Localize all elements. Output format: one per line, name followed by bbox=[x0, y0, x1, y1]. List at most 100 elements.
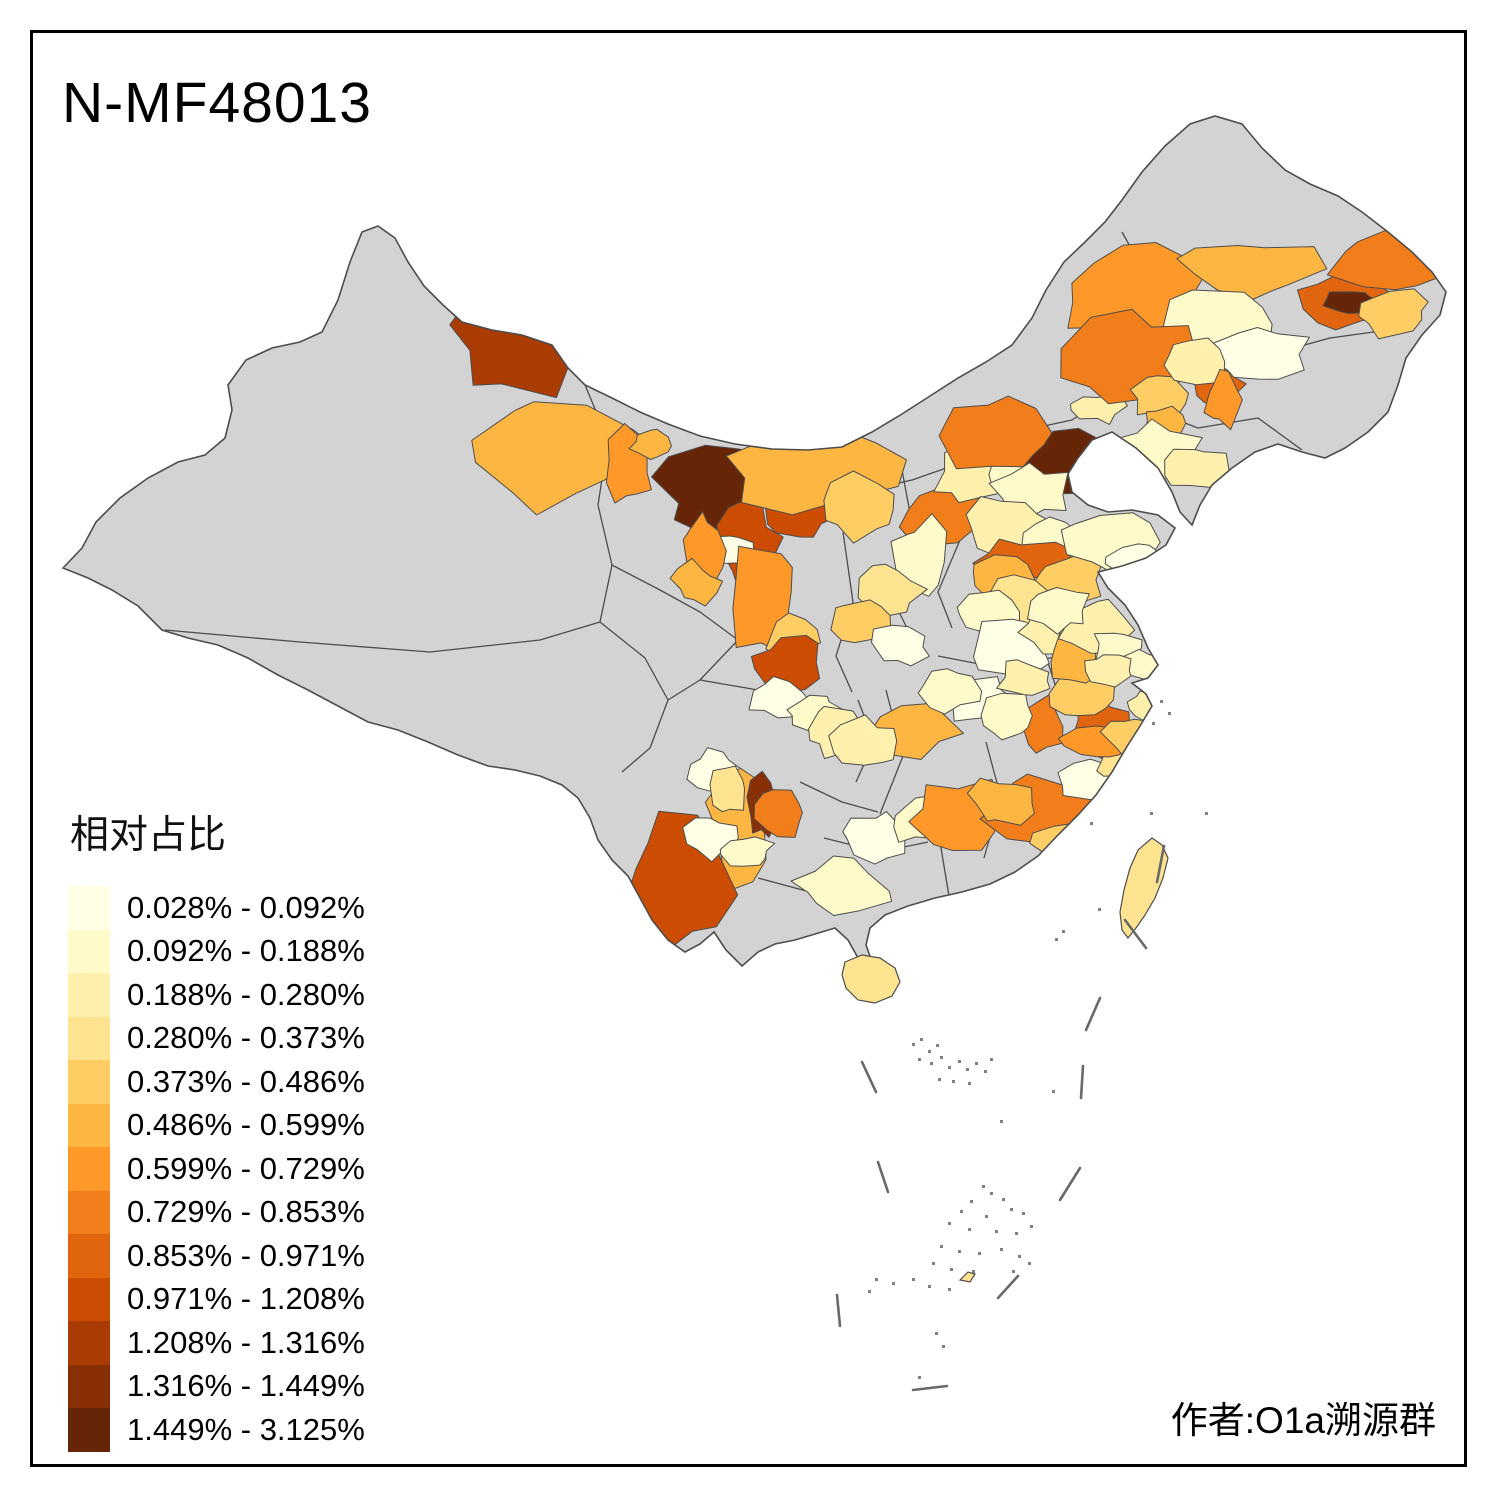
legend: 相对占比 0.028% - 0.092% 0.092% - 0.188% 0.188… bbox=[68, 804, 365, 1452]
legend-row: 1.208% - 1.316% bbox=[68, 1321, 365, 1365]
prefecture-region bbox=[790, 855, 893, 916]
attribution-text: 作者:O1a溯源群 bbox=[1170, 1400, 1436, 1441]
page-title: N-MF48013 bbox=[62, 71, 372, 135]
small-island-dot bbox=[875, 1278, 878, 1281]
small-island-dot bbox=[975, 1062, 978, 1065]
small-island-dot bbox=[935, 1332, 938, 1335]
province-border bbox=[939, 841, 951, 903]
small-island-dot bbox=[1090, 822, 1093, 825]
small-island-dot bbox=[1010, 1208, 1013, 1211]
legend-label: 1.449% - 3.125% bbox=[127, 1411, 365, 1447]
small-island-dot bbox=[1000, 1248, 1003, 1251]
small-island-dot bbox=[960, 1210, 963, 1213]
legend-row: 0.028% - 0.092% bbox=[68, 886, 365, 930]
legend-row: 0.280% - 0.373% bbox=[68, 1016, 365, 1060]
small-island-dot bbox=[1205, 812, 1208, 815]
small-island-dot bbox=[936, 1044, 939, 1047]
small-island-dot bbox=[930, 1062, 933, 1065]
small-island-dot bbox=[1002, 1198, 1005, 1201]
small-island-dot bbox=[948, 1288, 951, 1291]
legend-label: 0.028% - 0.092% bbox=[127, 889, 365, 925]
prefecture-region bbox=[719, 836, 776, 867]
legend-swatch bbox=[68, 886, 110, 930]
small-island-dot bbox=[952, 1080, 955, 1083]
legend-label: 0.280% - 0.373% bbox=[127, 1020, 365, 1056]
small-island-dot bbox=[1030, 1225, 1033, 1228]
small-island-dot bbox=[1055, 938, 1058, 941]
small-island-dot bbox=[918, 1376, 921, 1379]
prefecture-region bbox=[823, 470, 895, 544]
prefecture-region bbox=[628, 428, 672, 460]
small-island-dot bbox=[958, 1060, 961, 1063]
sea-boundary-dash bbox=[1155, 844, 1166, 884]
legend-swatch bbox=[68, 1408, 110, 1452]
province-border bbox=[164, 621, 601, 653]
small-island-dot bbox=[1015, 1232, 1018, 1235]
small-island-dot bbox=[920, 1038, 923, 1041]
small-island-dot bbox=[982, 1185, 985, 1188]
legend-row: 0.486% - 0.599% bbox=[68, 1103, 365, 1147]
small-island-dot bbox=[1098, 908, 1101, 911]
legend-swatch bbox=[68, 1364, 110, 1408]
small-island-dot bbox=[1160, 700, 1163, 703]
legend-label: 0.853% - 0.971% bbox=[127, 1237, 365, 1273]
prefecture-region bbox=[1176, 245, 1328, 301]
legend-row: 0.971% - 1.208% bbox=[68, 1277, 365, 1321]
sea-boundary-dash bbox=[860, 1060, 878, 1094]
legend-swatch bbox=[68, 1277, 110, 1321]
prefecture-region bbox=[669, 557, 724, 607]
prefecture-region bbox=[1164, 448, 1230, 490]
prefecture-region bbox=[917, 668, 983, 715]
legend-row: 1.449% - 3.125% bbox=[68, 1408, 365, 1452]
sea-boundary-dash bbox=[911, 1384, 949, 1392]
legend-swatch bbox=[68, 1234, 110, 1278]
legend-label: 0.729% - 0.853% bbox=[127, 1194, 365, 1230]
prefecture-region bbox=[1084, 654, 1132, 688]
small-island-dot bbox=[942, 1345, 945, 1348]
prefecture-region bbox=[709, 765, 745, 813]
small-island-dot bbox=[1022, 1212, 1025, 1215]
small-island-dot bbox=[928, 1285, 931, 1288]
small-island-dot bbox=[892, 1282, 895, 1285]
prefecture-region bbox=[980, 692, 1033, 741]
small-island-dot bbox=[948, 1066, 951, 1069]
legend-swatch bbox=[68, 1016, 110, 1060]
small-island-dot bbox=[948, 1222, 951, 1225]
small-island-dot bbox=[1052, 1090, 1055, 1093]
prefecture-region bbox=[1358, 288, 1429, 340]
prefecture-region bbox=[828, 714, 898, 766]
legend-swatch bbox=[68, 929, 110, 973]
small-island-dot bbox=[1012, 1270, 1015, 1273]
small-island-dot bbox=[966, 1068, 969, 1071]
small-island-dot bbox=[990, 1058, 993, 1061]
small-island-dot bbox=[1168, 712, 1171, 715]
sea-boundary-dash bbox=[1084, 996, 1102, 1032]
small-island-dot bbox=[940, 1245, 943, 1248]
prefecture-region bbox=[966, 777, 1035, 826]
small-island-dot bbox=[938, 1078, 941, 1081]
prefecture-region bbox=[871, 624, 930, 667]
prefecture-region bbox=[753, 789, 803, 838]
legend-swatch bbox=[68, 973, 110, 1017]
small-island-dot bbox=[918, 1058, 921, 1061]
small-island-dot bbox=[958, 1250, 961, 1253]
legend-rows: 0.028% - 0.092% 0.092% - 0.188% 0.188% - 0… bbox=[68, 886, 365, 1452]
small-island-dot bbox=[995, 1230, 998, 1233]
prefecture-region bbox=[842, 811, 906, 865]
small-island-dot bbox=[972, 1270, 975, 1273]
small-island-dot bbox=[978, 1252, 981, 1255]
sea-boundary-dash bbox=[876, 1160, 890, 1194]
small-island-dot bbox=[984, 1070, 987, 1073]
island-hainan bbox=[841, 954, 901, 1004]
legend-swatch bbox=[68, 1103, 110, 1147]
small-island-dot bbox=[928, 1050, 931, 1053]
small-island-dot bbox=[1028, 1262, 1031, 1265]
prefecture-region bbox=[1163, 337, 1226, 386]
small-island-dot bbox=[868, 1290, 871, 1293]
legend-label: 0.971% - 1.208% bbox=[127, 1281, 365, 1317]
sea-boundary-dash bbox=[1079, 1064, 1085, 1100]
prefecture-region bbox=[996, 659, 1051, 696]
province-border bbox=[611, 564, 739, 701]
